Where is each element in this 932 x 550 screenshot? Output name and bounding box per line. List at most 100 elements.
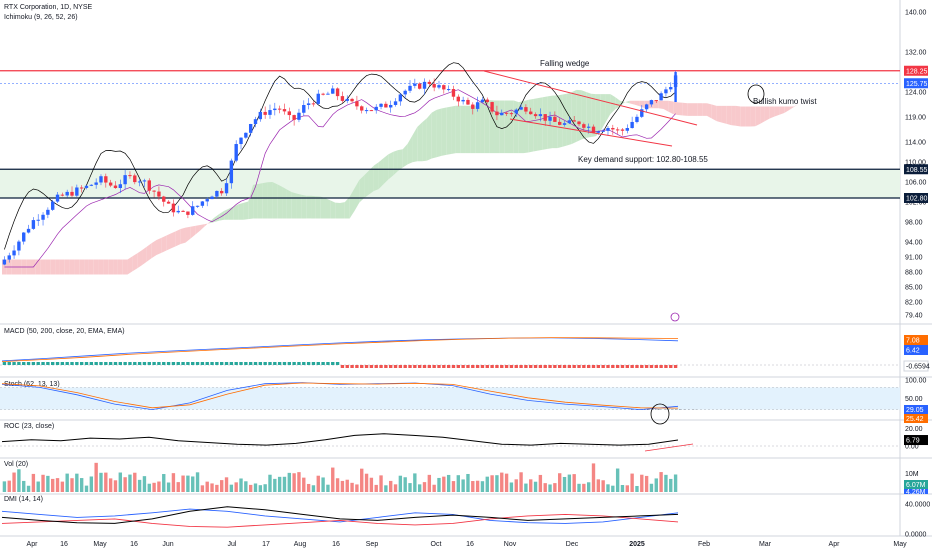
- volume-bar: [471, 481, 475, 492]
- macd-hist-bar: [572, 365, 576, 368]
- candle-body: [500, 112, 504, 116]
- macd-hist-bar: [65, 362, 69, 365]
- cloud-segment: [441, 107, 447, 156]
- candle-body: [471, 104, 475, 109]
- candle-body: [625, 128, 629, 131]
- candle-body: [669, 87, 673, 90]
- time-axis-label: Apr: [27, 541, 39, 548]
- candle-body: [191, 206, 195, 215]
- cloud-segment: [697, 103, 703, 116]
- cloud-segment: [605, 94, 611, 123]
- volume-bar: [51, 478, 55, 492]
- cloud-segment: [721, 105, 727, 124]
- volume-bar: [205, 481, 209, 492]
- volume-bar: [548, 484, 552, 492]
- macd-hist-bar: [615, 365, 620, 368]
- candle-body: [297, 112, 301, 120]
- price-tag-bg-3: [904, 193, 928, 203]
- cloud-segment: [291, 192, 297, 219]
- volume-bar: [287, 472, 291, 492]
- volume-bar: [451, 481, 456, 492]
- cloud-segment: [402, 143, 408, 168]
- candle-body: [234, 144, 238, 161]
- candle-body: [65, 191, 69, 196]
- macd-hist-bar: [350, 365, 354, 368]
- macd-hist-bar: [75, 362, 79, 365]
- candle-body: [302, 105, 306, 113]
- macd-hist-bar: [673, 365, 678, 368]
- volume-bar: [12, 472, 16, 492]
- candle-body: [123, 175, 127, 185]
- volume-tag-label-1: 4.26M: [906, 489, 926, 496]
- volume-bar: [403, 477, 407, 492]
- cloud-segment: [171, 231, 176, 249]
- cloud-segment: [682, 102, 688, 116]
- macd-hist-bar: [239, 362, 243, 365]
- cloud-segment: [591, 93, 596, 138]
- cloud-segment: [325, 198, 331, 219]
- volume-bar: [408, 483, 412, 492]
- candle-body: [413, 83, 417, 86]
- cloud-segment: [397, 149, 403, 172]
- candle-body: [60, 194, 65, 196]
- cloud-segment: [219, 210, 225, 221]
- macd-hist-bar: [191, 362, 195, 365]
- volume-bar: [176, 482, 180, 492]
- volume-bar: [379, 475, 383, 492]
- macd-hist-bar: [263, 362, 267, 365]
- volume-bar: [181, 475, 185, 492]
- volume-bar: [558, 473, 562, 492]
- cloud-segment: [784, 106, 790, 113]
- candle-body: [538, 114, 543, 117]
- macd-hist-bar: [340, 365, 345, 368]
- time-axis-label: Apr: [829, 541, 841, 548]
- cloud-segment: [79, 259, 85, 275]
- volume-bar: [427, 474, 432, 492]
- macd-hist-bar: [176, 362, 180, 365]
- stoch-axis-tick: 100.00: [905, 378, 927, 385]
- macd-hist-bar: [369, 365, 374, 368]
- macd-hist-bar: [311, 362, 316, 365]
- macd-hist-bar: [393, 365, 398, 368]
- volume-bar: [562, 476, 567, 492]
- macd-hist-bar: [277, 362, 282, 365]
- macd-hist-bar: [620, 365, 625, 368]
- candle-body: [509, 113, 514, 115]
- cloud-segment: [533, 98, 538, 152]
- macd-hist-bar: [108, 362, 113, 365]
- candle-body: [331, 88, 335, 94]
- cloud-segment: [45, 259, 51, 275]
- cloud-segment: [706, 103, 712, 119]
- macd-hist-bar: [664, 365, 668, 368]
- cloud-segment: [629, 100, 635, 105]
- volume-bar: [350, 482, 354, 492]
- volume-bar: [374, 484, 378, 492]
- macd-hist-bar: [649, 365, 654, 368]
- candle-body: [519, 107, 523, 110]
- roc-tag-bg: [904, 435, 928, 446]
- roc-axis-tick: 20.00: [905, 426, 923, 433]
- candle-body: [446, 89, 451, 91]
- time-axis-label: 16: [466, 541, 474, 548]
- macd-hist-bar: [17, 362, 21, 365]
- candle-body: [113, 185, 118, 189]
- cloud-segment: [84, 259, 89, 275]
- volume-bar: [620, 485, 625, 492]
- macd-hist-bar: [654, 365, 658, 368]
- macd-hist-bar: [360, 365, 364, 368]
- time-axis-label: Jul: [228, 541, 237, 548]
- macd-hist-bar: [215, 362, 219, 365]
- candle-body: [480, 99, 485, 103]
- macd-hist-bar: [229, 362, 234, 365]
- price-axis-tick-label: 79.40: [905, 313, 923, 320]
- macd-hist-bar: [553, 365, 557, 368]
- price-tag-bg-1: [904, 78, 928, 89]
- cloud-segment: [499, 100, 505, 154]
- time-axis-label: 2025: [629, 541, 645, 548]
- volume-bar: [456, 475, 460, 492]
- candle-body: [442, 85, 446, 90]
- candle-body: [529, 111, 533, 115]
- macd-hist-bar: [408, 365, 412, 368]
- kumo-twist-label: Bullish kumo twist: [753, 97, 817, 106]
- time-axis-label: 17: [262, 541, 270, 548]
